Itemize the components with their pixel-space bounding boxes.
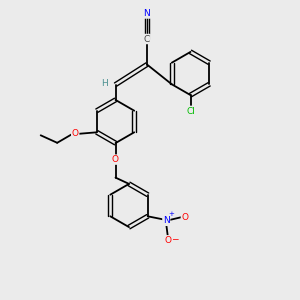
Text: O: O xyxy=(112,155,119,164)
Text: C: C xyxy=(144,34,150,43)
Text: −: − xyxy=(171,234,178,243)
Text: N: N xyxy=(163,216,170,225)
Text: O: O xyxy=(164,236,171,245)
Text: Cl: Cl xyxy=(186,107,195,116)
Text: N: N xyxy=(144,9,150,18)
Text: H: H xyxy=(102,79,108,88)
Text: +: + xyxy=(169,211,175,217)
Text: O: O xyxy=(182,213,188,222)
Text: O: O xyxy=(72,129,79,138)
